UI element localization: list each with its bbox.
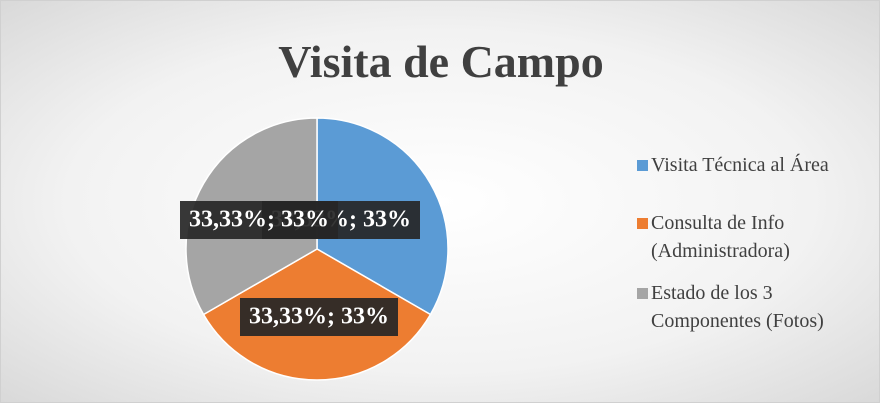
legend-label: Visita Técnica al Área — [651, 154, 829, 176]
legend-label: Estado de los 3 Componentes (Fotos) — [651, 282, 824, 332]
data-label: 33,33%; 33% — [240, 298, 398, 336]
legend-swatch — [637, 288, 648, 299]
legend-item: Consulta de Info (Administradora) — [635, 209, 865, 265]
data-label-box — [240, 298, 398, 336]
legend-item: Estado de los 3 Componentes (Fotos) — [635, 279, 865, 335]
legend-item: Visita Técnica al Área — [635, 151, 865, 179]
data-label-box — [180, 201, 338, 239]
legend: Visita Técnica al Área Consulta de Info (… — [635, 151, 865, 349]
legend-swatch — [637, 160, 648, 171]
data-label-text: 33,33%; 33% — [249, 304, 389, 330]
legend-swatch — [637, 218, 648, 229]
data-label-text: 33,33%; 33% — [189, 207, 329, 233]
data-label: 33,33%; 33% — [180, 201, 338, 239]
chart-title: Visita de Campo — [278, 36, 603, 87]
legend-label: Consulta de Info (Administradora) — [651, 212, 790, 262]
